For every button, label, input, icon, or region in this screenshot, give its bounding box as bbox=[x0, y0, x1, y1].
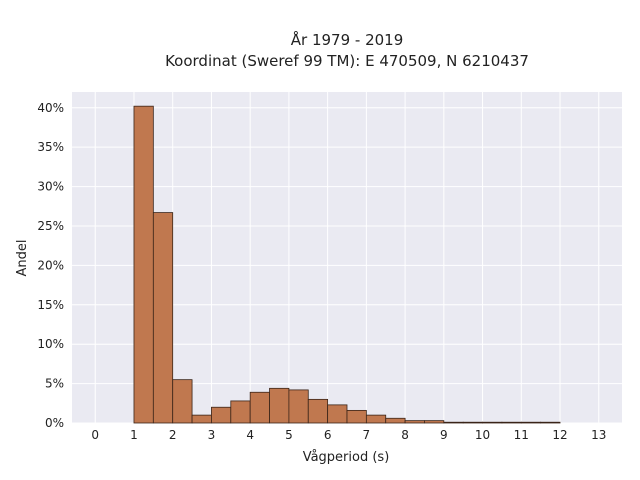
histogram-bar bbox=[501, 421, 522, 424]
y-axis-ticks: 0% 5% 10% 15% 20% 25% 30% 35% 40% bbox=[37, 101, 64, 430]
histogram-bar bbox=[172, 379, 193, 424]
histogram-bar bbox=[385, 417, 406, 424]
y-tick-label: 10% bbox=[37, 337, 64, 351]
chart-title-line-1: År 1979 - 2019 bbox=[291, 30, 404, 49]
x-tick-label: 8 bbox=[401, 428, 409, 442]
histogram-bar bbox=[307, 398, 329, 424]
x-tick-label: 6 bbox=[324, 428, 332, 442]
y-tick-label: 30% bbox=[37, 180, 64, 194]
x-axis-label: Vågperiod (s) bbox=[303, 450, 390, 465]
y-tick-label: 20% bbox=[37, 258, 64, 272]
histogram-bars bbox=[133, 105, 561, 424]
x-tick-label: 9 bbox=[440, 428, 448, 442]
y-tick-label: 40% bbox=[37, 101, 64, 115]
chart-title-line-2: Koordinat (Sweref 99 TM): E 470509, N 62… bbox=[165, 52, 529, 70]
y-axis-label: Andel bbox=[15, 240, 30, 277]
x-tick-label: 13 bbox=[591, 428, 606, 442]
histogram-bar bbox=[443, 421, 464, 424]
x-axis-ticks: 0 1 2 3 4 5 6 7 8 9 10 11 12 13 bbox=[91, 428, 606, 442]
histogram-bar bbox=[520, 421, 542, 424]
histogram-bar bbox=[365, 414, 387, 424]
histogram-bar bbox=[346, 409, 367, 424]
histogram-bar bbox=[152, 212, 174, 424]
histogram-bar bbox=[133, 105, 154, 424]
histogram-bar bbox=[269, 387, 290, 424]
histogram-bar bbox=[404, 420, 425, 424]
y-tick-label: 25% bbox=[37, 219, 64, 233]
x-tick-label: 7 bbox=[363, 428, 371, 442]
x-tick-label: 5 bbox=[285, 428, 293, 442]
x-tick-label: 12 bbox=[552, 428, 567, 442]
histogram-bar bbox=[249, 391, 270, 424]
histogram-bar bbox=[288, 389, 309, 424]
histogram-bar bbox=[540, 421, 561, 424]
x-tick-label: 11 bbox=[514, 428, 529, 442]
x-tick-label: 2 bbox=[169, 428, 177, 442]
histogram-bar bbox=[230, 400, 251, 424]
x-tick-label: 4 bbox=[246, 428, 254, 442]
histogram-bar bbox=[211, 406, 232, 424]
y-tick-label: 15% bbox=[37, 298, 64, 312]
y-tick-label: 5% bbox=[45, 377, 64, 391]
y-tick-label: 0% bbox=[45, 416, 64, 430]
y-tick-label: 35% bbox=[37, 140, 64, 154]
x-tick-label: 10 bbox=[475, 428, 490, 442]
histogram-bar bbox=[462, 421, 483, 424]
x-tick-label: 0 bbox=[91, 428, 99, 442]
histogram-bar bbox=[482, 421, 503, 424]
x-tick-label: 1 bbox=[130, 428, 138, 442]
histogram-bar bbox=[327, 404, 348, 424]
histogram-bar bbox=[424, 420, 445, 424]
histogram-bar bbox=[191, 414, 212, 424]
x-tick-label: 3 bbox=[208, 428, 216, 442]
